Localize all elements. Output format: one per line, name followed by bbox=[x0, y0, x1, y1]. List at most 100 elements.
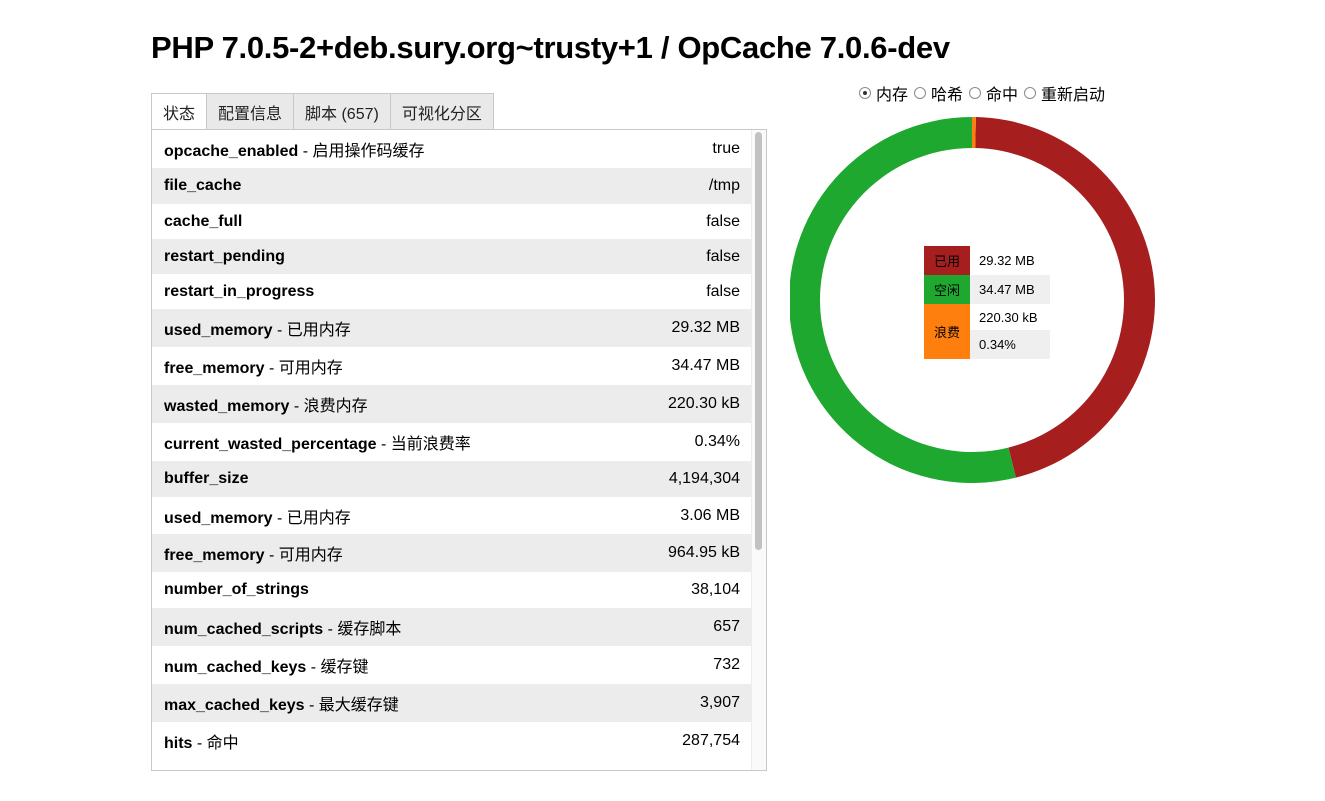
legend-row-wasted: 浪费 220.30 kB 0.34% bbox=[924, 304, 1050, 359]
row-key: max_cached_keys - 最大缓存键 bbox=[164, 691, 399, 715]
table-row: hits - 命中 287,754 bbox=[152, 722, 752, 760]
radio-hits[interactable]: 命中 bbox=[969, 81, 1018, 105]
row-key-description: - 缓存键 bbox=[306, 659, 369, 676]
donut-slice-wasted bbox=[972, 117, 976, 149]
row-value: 29.32 MB bbox=[671, 319, 740, 336]
row-key-name: free_memory bbox=[164, 360, 265, 377]
row-key: free_memory - 可用内存 bbox=[164, 354, 343, 378]
row-key-description: - 已用内存 bbox=[272, 509, 351, 527]
row-value: 657 bbox=[713, 618, 740, 635]
row-key: opcache_enabled - 启用操作码缓存 bbox=[164, 137, 425, 161]
radio-label-restarts: 重新启动 bbox=[1041, 87, 1106, 104]
radio-button-memory[interactable] bbox=[859, 87, 871, 99]
radio-restarts[interactable]: 重新启动 bbox=[1024, 81, 1105, 105]
table-row: free_memory - 可用内存 34.47 MB bbox=[152, 347, 752, 385]
legend-value-wasted: 220.30 kB bbox=[979, 309, 1038, 325]
row-key-description: - 命中 bbox=[192, 735, 239, 752]
row-key-name: cache_full bbox=[164, 212, 243, 230]
radio-button-restarts[interactable] bbox=[1024, 87, 1037, 99]
row-value: /tmp bbox=[708, 177, 740, 194]
tab-visualization[interactable]: 可视化分区 bbox=[390, 93, 494, 130]
legend-row-used: 已用 29.32 MB bbox=[924, 246, 1050, 275]
radio-label-hash: 哈希 bbox=[931, 87, 964, 104]
row-value: 3,907 bbox=[699, 694, 740, 711]
graph-selector: 内存 哈希 命中 重新启动 bbox=[859, 82, 1111, 104]
status-table: opcache_enabled - 启用操作码缓存 true file_cache /… bbox=[152, 130, 752, 760]
tab-scripts[interactable]: 脚本 (657) bbox=[294, 93, 391, 130]
row-value: false bbox=[706, 282, 740, 300]
row-key-name: used_memory bbox=[164, 509, 273, 527]
row-key-description: - 浪费内存 bbox=[289, 398, 368, 415]
row-key: used_memory - 已用内存 bbox=[164, 316, 351, 340]
row-key-name: restart_in_progress bbox=[164, 282, 315, 300]
table-row: number_of_strings 38,104 bbox=[152, 572, 752, 608]
row-value: 3.06 MB bbox=[680, 506, 740, 524]
row-key: restart_in_progress bbox=[164, 283, 314, 301]
legend-key-free: 空闲 bbox=[924, 275, 970, 304]
legend-value-free: 34.47 MB bbox=[970, 275, 1050, 304]
row-key-name: number_of_strings bbox=[164, 581, 309, 598]
table-row: buffer_size 4,194,304 bbox=[152, 461, 752, 497]
row-key-description: - 可用内存 bbox=[264, 547, 343, 564]
radio-button-hash[interactable] bbox=[914, 87, 927, 99]
radio-hash[interactable]: 哈希 bbox=[914, 81, 963, 105]
radio-button-hits[interactable] bbox=[969, 87, 982, 99]
row-key-name: current_wasted_percentage bbox=[164, 436, 377, 453]
row-value: 287,754 bbox=[682, 732, 740, 749]
row-value: false bbox=[706, 247, 740, 265]
table-row: num_cached_scripts - 缓存脚本 657 bbox=[152, 608, 752, 646]
table-row: restart_in_progress false bbox=[152, 274, 752, 309]
row-value: true bbox=[712, 140, 740, 157]
row-key-description: - 最大缓存键 bbox=[304, 697, 399, 714]
table-row: used_memory - 已用内存 3.06 MB bbox=[152, 497, 752, 534]
donut-slice-used bbox=[975, 117, 1155, 478]
memory-donut-chart bbox=[790, 117, 1155, 483]
row-key-description: - 已用内存 bbox=[272, 322, 351, 339]
row-key-name: buffer_size bbox=[164, 470, 249, 487]
row-key: hits - 命中 bbox=[164, 729, 239, 753]
page-title: PHP 7.0.5-2+deb.sury.org~trusty+1 / OpCa… bbox=[151, 30, 950, 65]
row-key: cache_full bbox=[164, 213, 242, 231]
radio-label-memory: 内存 bbox=[876, 87, 909, 104]
row-key: number_of_strings bbox=[164, 581, 309, 599]
row-key-name: num_cached_scripts bbox=[164, 621, 324, 638]
table-row: current_wasted_percentage - 当前浪费率 0.34% bbox=[152, 423, 752, 461]
row-key: file_cache bbox=[164, 177, 241, 195]
table-row: file_cache/tmp bbox=[152, 168, 752, 204]
row-key-name: free_memory bbox=[164, 547, 265, 564]
table-row: used_memory - 已用内存 29.32 MB bbox=[152, 309, 752, 347]
row-key: num_cached_scripts - 缓存脚本 bbox=[164, 615, 401, 639]
scrollbar-thumb[interactable] bbox=[755, 132, 762, 550]
row-value: false bbox=[706, 212, 740, 230]
status-panel[interactable]: opcache_enabled - 启用操作码缓存 true file_cache /… bbox=[151, 129, 767, 771]
row-key-name: max_cached_keys bbox=[164, 697, 305, 714]
tab-config[interactable]: 配置信息 bbox=[207, 93, 295, 130]
chart-legend: 已用 29.32 MB 空闲 34.47 MB 浪费 220.30 kB 0.3… bbox=[924, 246, 1050, 359]
row-value: 34.47 MB bbox=[671, 357, 740, 374]
row-key: wasted_memory - 浪费内存 bbox=[164, 392, 368, 416]
tab-status[interactable]: 状态 bbox=[151, 93, 208, 130]
legend-row-free: 空闲 34.47 MB bbox=[924, 275, 1050, 304]
row-key-description: - 当前浪费率 bbox=[376, 436, 471, 453]
row-key-name: restart_pending bbox=[164, 247, 285, 265]
row-value: 964.95 kB bbox=[667, 544, 740, 561]
table-row: wasted_memory - 浪费内存 220.30 kB bbox=[152, 385, 752, 423]
panel-scrollbar[interactable] bbox=[751, 130, 766, 770]
table-row: opcache_enabled - 启用操作码缓存 true bbox=[152, 130, 752, 168]
radio-memory[interactable]: 内存 bbox=[859, 81, 908, 105]
row-key-description: - 缓存脚本 bbox=[323, 621, 402, 638]
row-value: 38,104 bbox=[691, 581, 740, 598]
row-value: 0.34% bbox=[694, 433, 740, 450]
table-row: free_memory - 可用内存 964.95 kB bbox=[152, 534, 752, 572]
row-key-name: num_cached_keys bbox=[164, 659, 307, 676]
row-key: free_memory - 可用内存 bbox=[164, 541, 343, 565]
table-row: max_cached_keys - 最大缓存键 3,907 bbox=[152, 684, 752, 722]
row-key: buffer_size bbox=[164, 470, 248, 488]
radio-label-hits: 命中 bbox=[986, 87, 1019, 104]
row-key: current_wasted_percentage - 当前浪费率 bbox=[164, 430, 471, 454]
row-key-description: - 启用操作码缓存 bbox=[298, 143, 425, 160]
table-row: cache_full false bbox=[152, 204, 752, 239]
table-row: num_cached_keys - 缓存键 732 bbox=[152, 646, 752, 684]
legend-key-wasted: 浪费 bbox=[924, 304, 970, 359]
row-key-name: used_memory bbox=[164, 322, 273, 339]
